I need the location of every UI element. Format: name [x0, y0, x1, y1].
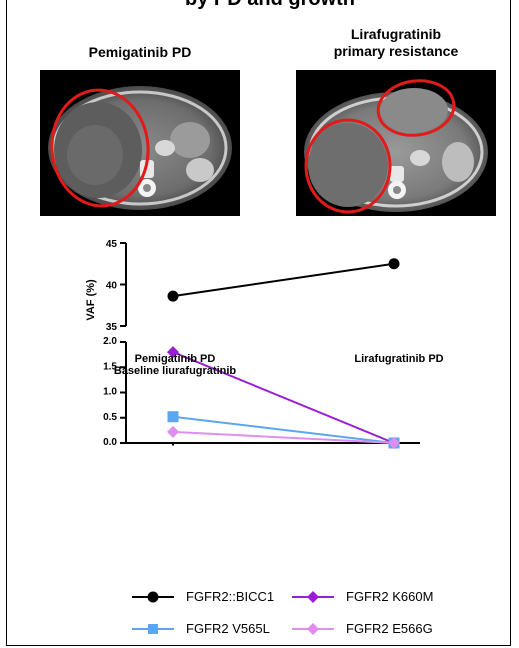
x-label-line: Lirafugratinib PD	[334, 353, 464, 365]
x-label-line: Pemigatinib PD	[105, 353, 245, 365]
legend-marker-square	[130, 622, 176, 636]
legend-label: FGFR2::BICC1	[186, 589, 274, 604]
data-point	[168, 291, 179, 302]
legend-marker-diamond	[290, 622, 336, 636]
legend-item: FGFR2 V565L	[130, 621, 270, 636]
x-label-pemigatinib: Pemigatinib PD Baseline liurafugratinib	[105, 353, 245, 377]
y-tick-label: 2.0	[103, 336, 117, 347]
legend-marker-circle	[130, 590, 176, 604]
y-tick-label: 0.0	[103, 437, 117, 448]
y-tick-label: 1.0	[103, 387, 117, 398]
x-label-lirafugratinib: Lirafugratinib PD	[334, 353, 464, 365]
data-point	[168, 411, 179, 422]
y-tick-label: 40	[106, 281, 118, 292]
legend-item: FGFR2::BICC1	[130, 589, 274, 604]
series-line	[173, 264, 394, 296]
legend-item: FGFR2 E566G	[290, 621, 433, 636]
data-point	[389, 258, 400, 269]
series-line	[173, 432, 394, 443]
legend-label: FGFR2 V565L	[186, 621, 270, 636]
legend-item: FGFR2 K660M	[290, 589, 433, 604]
x-label-line: Baseline liurafugratinib	[105, 365, 245, 377]
legend-marker-diamond	[290, 590, 336, 604]
y-tick-label: 0.5	[103, 412, 117, 423]
y-tick-label: 45	[106, 239, 118, 250]
legend-label: FGFR2 E566G	[346, 621, 433, 636]
y-axis-label: VAF (%)	[85, 279, 97, 321]
data-point	[167, 426, 179, 438]
y-tick-label: 35	[106, 322, 118, 333]
legend-label: FGFR2 K660M	[346, 589, 433, 604]
